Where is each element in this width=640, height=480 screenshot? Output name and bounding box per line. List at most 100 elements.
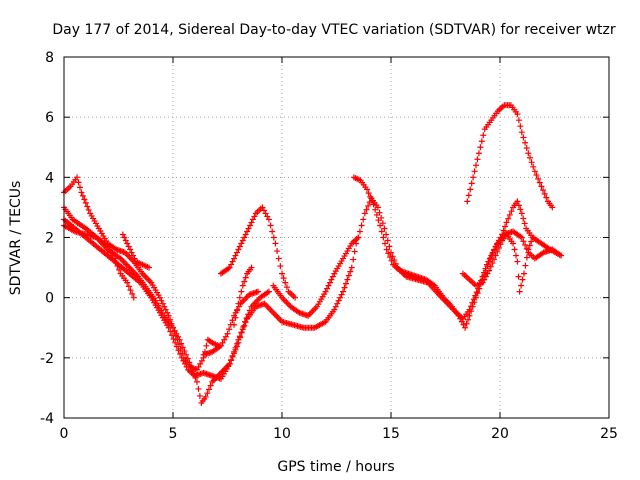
data-point [466, 312, 473, 319]
data-point [249, 216, 256, 223]
data-point [222, 333, 229, 340]
data-point [468, 180, 475, 187]
data-point [520, 270, 527, 277]
data-point [231, 255, 238, 262]
data-point [518, 129, 525, 136]
data-point [355, 234, 362, 241]
data-point [543, 194, 550, 201]
data-point [389, 253, 396, 260]
data-point [378, 214, 385, 221]
data-point [193, 378, 200, 385]
data-point [345, 272, 352, 279]
data-point [386, 243, 393, 250]
data-point [486, 255, 493, 262]
data-point [279, 270, 285, 277]
data-point [538, 183, 545, 190]
data-point [356, 228, 363, 235]
data-point [229, 317, 236, 324]
data-point [226, 360, 233, 367]
data-point [226, 264, 233, 271]
data-point [518, 234, 525, 241]
data-point [338, 291, 345, 298]
series-arc-13 [464, 102, 556, 211]
x-tick-label: 20 [491, 426, 509, 442]
data-point [511, 246, 518, 253]
data-point [130, 294, 137, 301]
data-point [482, 265, 489, 272]
data-point [379, 220, 386, 227]
data-point [231, 321, 238, 328]
data-point [480, 132, 487, 139]
data-point [229, 352, 236, 359]
data-point [348, 264, 355, 271]
data-point [241, 322, 248, 329]
data-point [374, 204, 381, 211]
data-point [473, 162, 480, 169]
data-point [473, 289, 480, 296]
data-point [170, 324, 176, 331]
data-point [381, 225, 388, 232]
data-point [465, 192, 472, 199]
data-point [487, 263, 494, 270]
y-tick-label: -4 [40, 411, 54, 427]
data-point [383, 246, 390, 253]
data-point [236, 243, 243, 250]
y-tick-label: 6 [45, 110, 54, 126]
data-point [106, 246, 113, 253]
data-point [130, 252, 137, 259]
data-point [259, 204, 266, 211]
data-point [282, 279, 289, 286]
data-point [114, 263, 121, 270]
data-point [204, 390, 211, 397]
data-point [384, 237, 391, 244]
data-point [179, 350, 186, 357]
data-point [242, 231, 249, 238]
data-point [518, 282, 525, 289]
data-point [239, 282, 246, 289]
x-tick-label: 0 [60, 426, 69, 442]
data-point [386, 254, 393, 261]
data-point [506, 211, 513, 218]
data-point [146, 264, 153, 271]
data-point [274, 248, 281, 255]
data-point [277, 263, 284, 270]
data-point [125, 243, 132, 250]
data-point [325, 282, 332, 289]
data-point [235, 246, 242, 253]
y-tick-label: 8 [45, 50, 54, 66]
data-point [228, 261, 235, 268]
data-point [531, 168, 538, 175]
data-point [464, 198, 471, 205]
data-point [489, 260, 496, 267]
data-point [217, 342, 224, 349]
data-point [514, 258, 521, 265]
data-point [82, 199, 89, 206]
data-point [475, 150, 482, 157]
data-point [351, 248, 358, 255]
data-point [344, 276, 351, 283]
data-point [127, 246, 134, 253]
y-axis-label: SDTVAR / TECUs [8, 181, 24, 296]
data-point [329, 273, 336, 280]
data-point [232, 344, 239, 351]
data-point [172, 339, 179, 346]
data-point [528, 238, 535, 245]
data-point [479, 279, 486, 286]
data-point [385, 250, 392, 257]
data-point [242, 319, 249, 326]
data-point [363, 206, 370, 213]
data-point [332, 303, 339, 310]
data-point [131, 255, 138, 262]
data-point [525, 150, 532, 157]
data-point [121, 234, 128, 241]
data-point [529, 234, 536, 241]
data-point [491, 256, 498, 263]
data-point [503, 219, 510, 226]
y-tick-label: 0 [45, 291, 54, 307]
data-point [84, 203, 91, 210]
data-point [518, 210, 525, 217]
data-point [514, 111, 521, 118]
data-point [520, 215, 527, 222]
data-point [342, 280, 349, 287]
data-point [195, 363, 202, 370]
